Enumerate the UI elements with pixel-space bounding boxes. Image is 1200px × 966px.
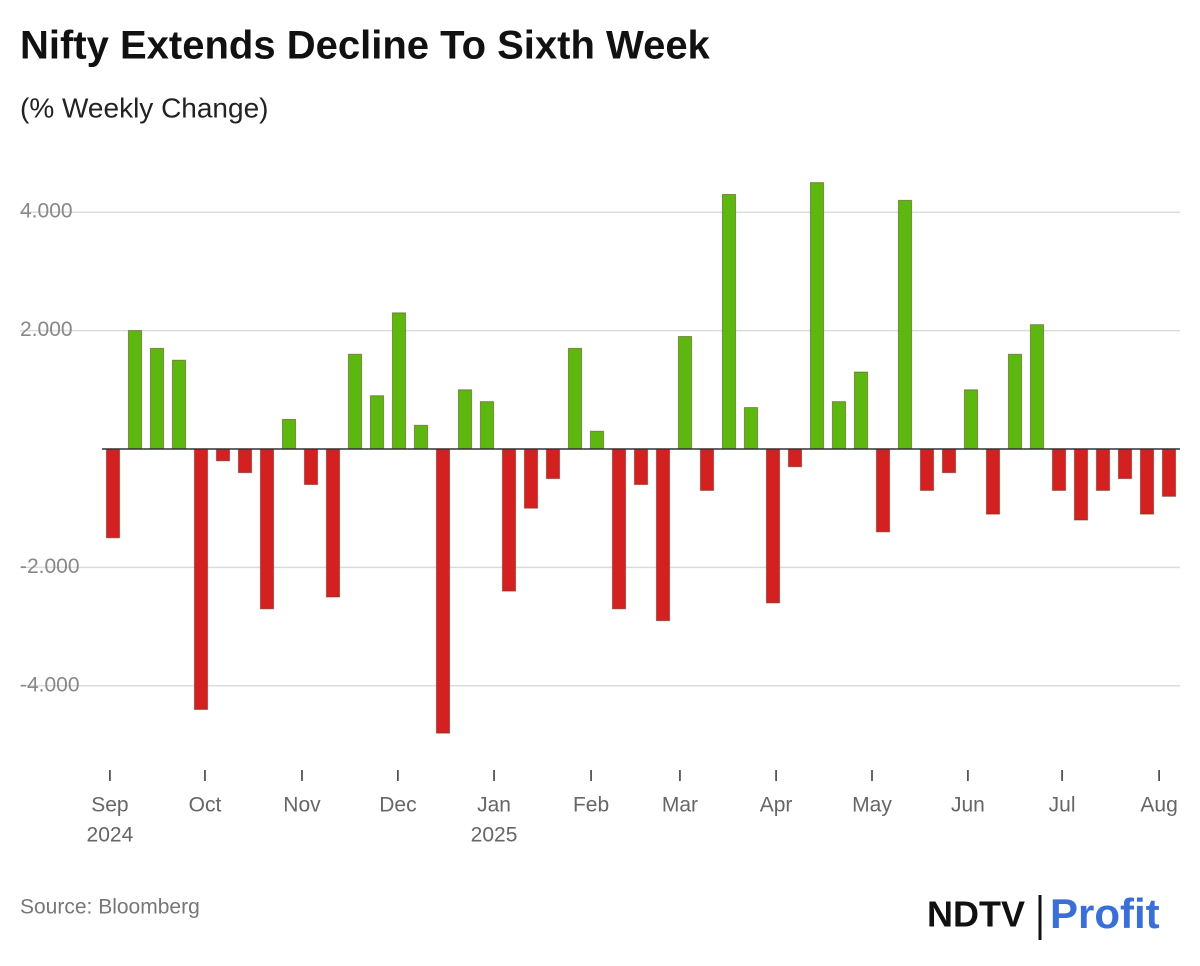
bar [853,371,869,450]
bar [171,359,187,450]
x-tick-label: Oct [189,794,222,817]
x-tick-label: Mar [662,794,698,817]
bar [281,418,297,450]
y-tick-label: 4.000 [20,200,73,223]
bar [325,448,341,598]
y-tick-label: -2.000 [20,555,80,578]
x-tick-sublabel: 2024 [87,824,134,847]
x-tick-label: Dec [379,794,416,817]
bar [611,448,627,610]
x-tick-label: Nov [283,794,321,817]
bar [655,448,671,622]
x-tick-sublabel: 2025 [471,824,518,847]
bar [149,347,165,450]
brand-profit: Profit [1050,890,1160,937]
x-tick-label: Jul [1049,794,1076,817]
x-tick-label: Feb [573,794,609,817]
bar [787,448,803,468]
bar [237,448,253,474]
bar [721,193,737,450]
bar [897,199,913,450]
x-tick-label: Jan [477,794,511,817]
bar [831,401,847,450]
bar [765,448,781,604]
x-tick-label: Apr [760,794,793,817]
bar [1095,448,1111,491]
bar [743,407,759,450]
bar [1139,448,1155,515]
bar [809,182,825,450]
bar [589,430,605,450]
chart-title: Nifty Extends Decline To Sixth Week [20,24,711,68]
bar [633,448,649,486]
x-tick-label: May [852,794,892,817]
bar [1073,448,1089,521]
bar [457,389,473,450]
bar [523,448,539,509]
bar [413,424,429,450]
x-tick-label: Sep [91,794,128,817]
bar [677,336,693,450]
brand-ndtv: NDTV [927,894,1025,935]
bar [347,353,363,450]
bar [1029,324,1045,450]
bar [919,448,935,491]
bar [1117,448,1133,480]
bar [435,448,451,734]
bar [391,312,407,450]
bar [193,448,209,710]
bar [567,347,583,450]
source: Source: Bloomberg [20,896,200,919]
bar [215,448,231,462]
bar [501,448,517,592]
bar [985,448,1001,515]
chart-subtitle: (% Weekly Change) [20,92,268,123]
bar [1007,353,1023,450]
bar [259,448,275,610]
bar [875,448,891,533]
bar [699,448,715,491]
bar [303,448,319,486]
x-tick-label: Jun [951,794,985,817]
bar [105,448,121,539]
bar [545,448,561,480]
bar [941,448,957,474]
y-tick-label: 2.000 [20,318,73,341]
y-tick-label: -4.000 [20,673,80,696]
bar [1161,448,1177,497]
bar [369,395,385,450]
bar [963,389,979,450]
bar [1051,448,1067,491]
bar [479,401,495,450]
bar [127,330,143,450]
x-tick-label: Aug [1140,794,1177,817]
